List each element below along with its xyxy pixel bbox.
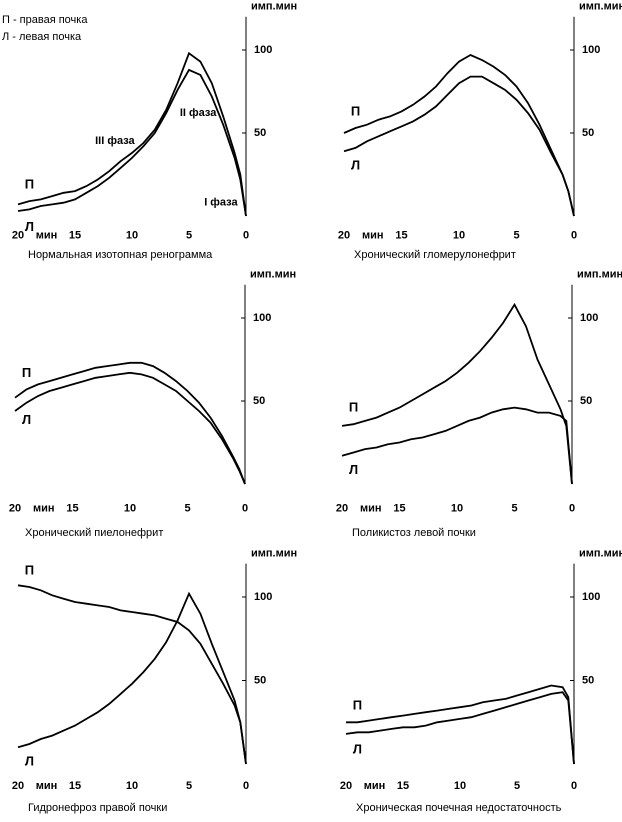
chart-caption: Хронический пиелонефрит <box>25 527 163 539</box>
x-axis-label: мин <box>364 780 386 792</box>
curve <box>17 51 247 217</box>
y-tick-label: 50 <box>582 674 594 686</box>
curve-label: Л <box>353 742 362 757</box>
curve <box>14 371 246 485</box>
chart-caption: Хроническая почечная недостаточность <box>356 802 562 814</box>
x-tick-label: 20 <box>336 502 348 514</box>
x-tick-label: 10 <box>126 229 138 241</box>
x-tick-label: 20 <box>12 229 24 241</box>
x-tick-label: 5 <box>186 229 192 241</box>
x-tick-label: 15 <box>69 780 81 792</box>
curve-label: Л <box>351 157 360 172</box>
curve <box>343 53 575 217</box>
curve-label: П <box>349 400 358 415</box>
x-tick-label: 10 <box>454 780 466 792</box>
curve-label: Л <box>25 219 34 234</box>
legend-note: П - правая почка <box>2 14 88 26</box>
curve-label: П <box>351 103 360 118</box>
y-tick-label: 50 <box>253 395 265 407</box>
x-tick-label: 0 <box>571 780 577 792</box>
y-axis-label: имп.мин <box>250 269 296 281</box>
x-tick-label: 10 <box>126 780 138 792</box>
chart-caption: Гидронефроз правой почки <box>28 802 167 814</box>
x-axis-label: мин <box>362 229 384 241</box>
curve-label: Л <box>25 753 34 768</box>
x-tick-label: 0 <box>571 229 577 241</box>
y-axis-label: имп.мин <box>251 548 297 560</box>
curve <box>17 68 247 217</box>
x-tick-label: 0 <box>242 502 248 514</box>
x-tick-label: 0 <box>243 229 249 241</box>
x-tick-label: 15 <box>66 502 78 514</box>
curve <box>346 684 575 765</box>
x-tick-label: 20 <box>340 780 352 792</box>
curve-label: П <box>25 176 34 191</box>
x-tick-label: 20 <box>12 780 24 792</box>
y-axis-label: имп.мин <box>251 1 297 13</box>
y-tick-label: 100 <box>582 591 600 603</box>
x-tick-label: 5 <box>184 502 190 514</box>
x-tick-label: 10 <box>451 502 463 514</box>
x-axis-label: мин <box>33 502 55 514</box>
x-tick-label: 20 <box>9 502 21 514</box>
curve <box>17 584 247 765</box>
chart-caption: Хронический гломерулонефрит <box>354 249 516 261</box>
y-tick-label: 50 <box>254 127 266 139</box>
x-tick-label: 20 <box>338 229 350 241</box>
y-tick-label: 100 <box>582 44 600 56</box>
x-tick-label: 10 <box>453 229 465 241</box>
curve <box>14 361 246 485</box>
y-tick-label: 50 <box>582 127 594 139</box>
y-tick-label: 50 <box>580 395 592 407</box>
curve-label: П <box>353 698 362 713</box>
y-tick-label: 100 <box>254 44 272 56</box>
x-axis-label: мин <box>360 502 382 514</box>
x-tick-label: 10 <box>124 502 136 514</box>
curve-label: Л <box>22 412 31 427</box>
x-tick-label: 5 <box>514 780 520 792</box>
x-axis-label: мин <box>36 780 58 792</box>
y-tick-label: 50 <box>254 674 266 686</box>
y-axis-label: имп.мин <box>579 1 622 13</box>
x-tick-label: 0 <box>243 780 249 792</box>
curve <box>341 406 573 485</box>
annotation: II фаза <box>180 107 217 119</box>
curve <box>343 75 575 217</box>
legend-note: Л - левая почка <box>2 31 82 43</box>
x-tick-label: 15 <box>393 502 405 514</box>
y-axis-label: имп.мин <box>579 548 622 560</box>
x-tick-label: 5 <box>511 502 517 514</box>
curve <box>341 302 573 485</box>
curve <box>17 591 247 765</box>
y-tick-label: 100 <box>580 312 598 324</box>
x-tick-label: 0 <box>569 502 575 514</box>
x-tick-label: 15 <box>69 229 81 241</box>
curve <box>345 691 575 765</box>
curve-label: П <box>25 562 34 577</box>
annotation: III фаза <box>95 135 135 147</box>
curve-label: П <box>22 365 31 380</box>
y-tick-label: 100 <box>253 312 271 324</box>
chart-caption: Нормальная изотопная ренограмма <box>28 249 213 261</box>
x-tick-label: 5 <box>186 780 192 792</box>
x-tick-label: 15 <box>397 780 409 792</box>
x-tick-label: 15 <box>395 229 407 241</box>
curve-label: Л <box>349 462 358 477</box>
x-axis-label: мин <box>36 229 58 241</box>
chart-caption: Поликистоз левой почки <box>352 527 476 539</box>
y-axis-label: имп.мин <box>577 269 622 281</box>
x-tick-label: 5 <box>513 229 519 241</box>
y-tick-label: 100 <box>254 591 272 603</box>
annotation: I фаза <box>204 197 238 209</box>
